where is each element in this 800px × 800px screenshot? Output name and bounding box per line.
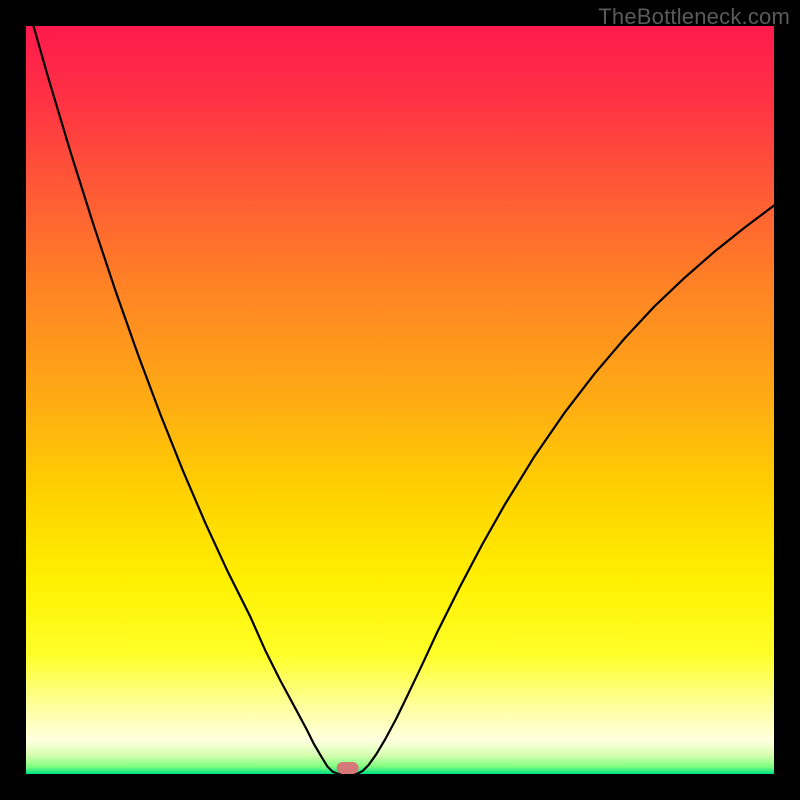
chart-background xyxy=(26,26,774,774)
chart-container xyxy=(26,26,774,774)
bottleneck-chart xyxy=(26,26,774,774)
optimum-marker xyxy=(337,762,359,774)
